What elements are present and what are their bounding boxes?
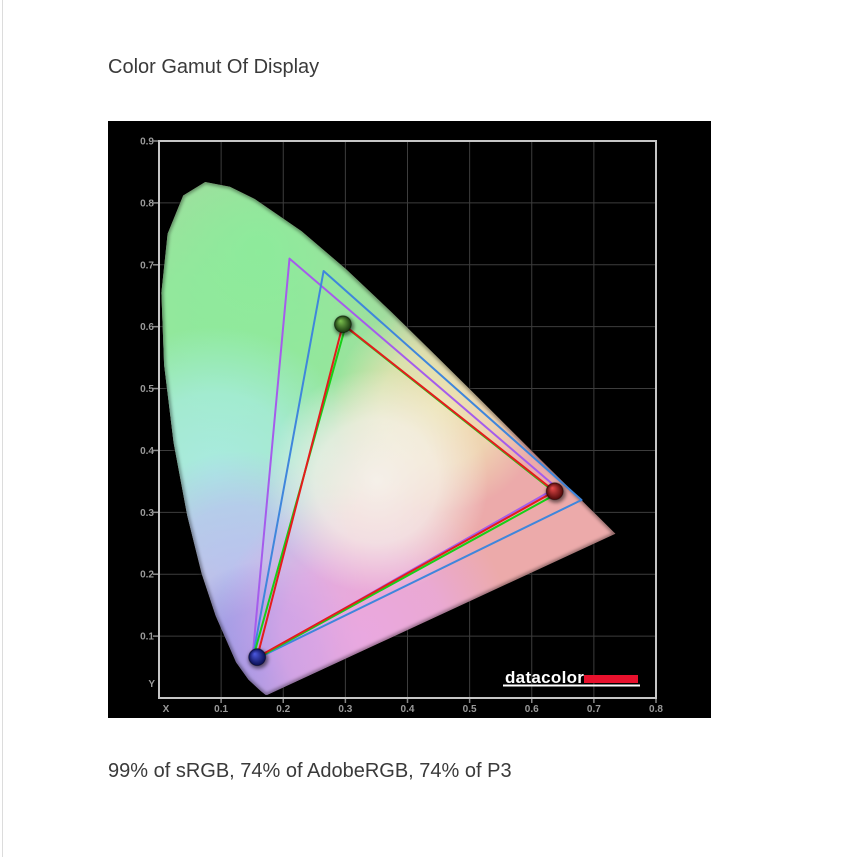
svg-text:0.7: 0.7 [587,704,601,715]
gamut-triangle-p3 [251,270,583,662]
axis-frame [158,140,657,699]
svg-text:0.9: 0.9 [140,137,154,148]
datacolor-logo-red-bar [584,675,638,683]
cie-chromaticity-chart: 0.1 0.2 0.3 0.4 0.5 0.6 0.7 0.8 0.1 0.2 0.3 0.4 0.5 0… [108,121,711,718]
svg-text:0.1: 0.1 [140,632,154,643]
chart-canvas: 0.1 0.2 0.3 0.4 0.5 0.6 0.7 0.8 0.1 0.2 0.3 0.4 0.5 0… [140,137,663,716]
svg-text:0.3: 0.3 [140,508,154,519]
svg-text:0.7: 0.7 [140,260,154,271]
svg-text:0.6: 0.6 [140,322,154,333]
datacolor-logo-text: datacolor [505,668,584,687]
svg-text:0.5: 0.5 [463,704,477,715]
gamut-triangle-display [256,323,556,659]
gamut-coverage-caption: 99% of sRGB, 74% of AdobeRGB, 74% of P3 [108,760,512,782]
red-primary-marker [545,482,564,501]
svg-text:0.5: 0.5 [140,384,154,395]
spectral-locus [161,182,616,695]
svg-text:0.8: 0.8 [649,704,663,715]
datacolor-logo: datacolor [503,668,640,687]
svg-text:0.6: 0.6 [525,704,539,715]
svg-text:0.3: 0.3 [338,704,352,715]
tick-marks [153,140,657,703]
svg-text:0.4: 0.4 [401,704,415,715]
svg-text:0.4: 0.4 [140,446,154,457]
axis-labels: 0.1 0.2 0.3 0.4 0.5 0.6 0.7 0.8 0.1 0.2 0.3 0.4 0.5 0… [140,137,663,716]
svg-text:0.2: 0.2 [276,704,290,715]
y-axis-title: Y [148,679,155,690]
primary-markers [248,315,566,669]
blue-primary-marker [248,648,267,667]
svg-text:0.8: 0.8 [140,198,154,209]
svg-text:0.2: 0.2 [140,570,154,581]
x-axis-title: X [163,704,170,715]
svg-text:0.1: 0.1 [214,704,228,715]
page-left-border [2,0,3,857]
datacolor-logo-underline [503,684,640,687]
green-primary-marker [333,315,352,334]
section-title: Color Gamut Of Display [108,56,320,78]
